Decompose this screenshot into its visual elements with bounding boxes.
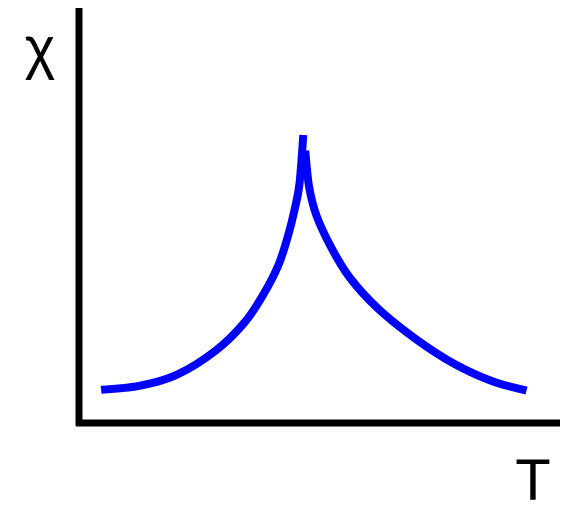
x-axis-label: T <box>515 448 550 507</box>
series-layer <box>100 134 528 395</box>
series-line-0 <box>100 134 308 394</box>
series-line-1 <box>301 150 528 395</box>
y-axis-label: χ <box>25 16 55 81</box>
